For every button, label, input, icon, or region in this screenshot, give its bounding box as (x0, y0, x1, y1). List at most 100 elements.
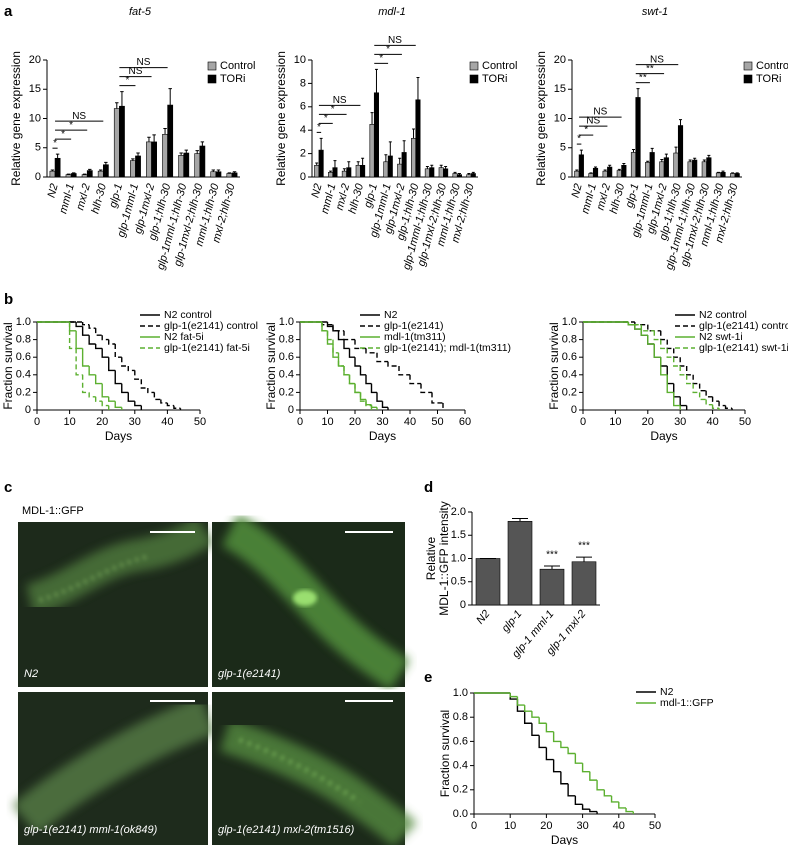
error-bar (104, 161, 108, 165)
survival-step (88, 392, 96, 398)
survival-step (673, 348, 681, 358)
error-bar (471, 171, 475, 174)
bar (592, 167, 599, 178)
y-axis-label: Fraction survival (547, 322, 561, 409)
bar (341, 170, 347, 178)
x-tick-label: 40 (613, 820, 625, 832)
bar (81, 174, 88, 178)
bar (630, 152, 637, 178)
y-tick-label: 0.4 (453, 760, 468, 772)
y-tick-label: 10 (29, 112, 41, 124)
error-bar (66, 173, 71, 175)
y-tick-label: 15 (554, 83, 566, 95)
survival-step (647, 335, 655, 345)
bar (443, 168, 449, 178)
survival-step (343, 339, 350, 350)
survival-step (531, 711, 540, 718)
y-tick-label: 0 (288, 404, 294, 416)
survival-step (660, 330, 668, 341)
bar (539, 568, 565, 606)
survival-step (538, 735, 547, 749)
micrograph: N2 (18, 516, 214, 687)
bar (602, 170, 608, 178)
error-bar (329, 170, 333, 173)
bar (507, 520, 533, 606)
survival-step (337, 330, 344, 341)
x-tick-label: N2 (474, 608, 492, 626)
bar (86, 170, 93, 178)
error-bar (147, 136, 151, 142)
bar (701, 161, 707, 178)
error-bar (82, 173, 87, 175)
error-bar (88, 168, 92, 171)
survival-step (603, 789, 612, 797)
y-axis-label: Fraction survival (438, 710, 452, 797)
y-axis-label: MDL-1::GFP intensity (437, 501, 451, 615)
x-tick-label: 30 (674, 416, 686, 428)
legend-label: N2 control (699, 309, 747, 321)
error-bar (716, 171, 720, 173)
bar (65, 174, 72, 178)
error-bar (575, 169, 579, 172)
survival-step (381, 401, 388, 409)
survival-step (523, 705, 532, 712)
error-bar (195, 150, 199, 154)
y-tick-label: 20 (554, 54, 566, 66)
bar (574, 170, 580, 178)
bar (54, 157, 61, 178)
bar (475, 558, 501, 606)
error-bar (50, 169, 55, 172)
y-axis-label: Relative gene expression (274, 51, 288, 186)
survival-step (75, 348, 83, 376)
x-tick-label: 10 (609, 416, 621, 428)
survival-step (365, 401, 372, 407)
survival-step (337, 352, 344, 367)
survival-step (560, 771, 569, 785)
survival-step (574, 795, 583, 806)
survival-step (359, 392, 366, 402)
y-axis-label: Relative gene expression (9, 51, 23, 186)
error-bar (467, 172, 471, 175)
survival-step (627, 322, 642, 326)
error-bar (721, 170, 725, 173)
bar (720, 172, 726, 178)
x-tick-label: 40 (404, 416, 416, 428)
survival-step (88, 335, 96, 345)
micrograph-label: glp-1(e2141) mxl-2(tm1516) (218, 824, 355, 836)
x-tick-label: 40 (706, 416, 718, 428)
survival-step (365, 374, 372, 385)
legend-label: N2 control (164, 309, 212, 321)
significance-label: ** (639, 72, 647, 83)
error-bar (356, 161, 360, 166)
survival-step (560, 741, 569, 749)
significance-label: * (61, 129, 65, 140)
x-tick-label: 0 (471, 820, 477, 832)
legend-label: glp-1(e2141) (384, 320, 444, 332)
bar (663, 157, 669, 178)
legend-label: glp-1(e2141); mdl-1(tm311) (384, 342, 511, 354)
y-tick-label: 4 (300, 124, 306, 136)
error-bar (388, 141, 392, 156)
survival-step (673, 383, 681, 398)
y-tick-label: 1.0 (453, 687, 468, 699)
survival-step (370, 404, 377, 409)
significance-label: NS (129, 66, 143, 77)
survival-step (140, 379, 148, 389)
survival-step (365, 348, 377, 354)
error-bar (731, 172, 735, 174)
bar (360, 165, 366, 178)
survival-step (647, 324, 661, 332)
y-tick-label: 1.0 (279, 316, 294, 328)
legend-label: glp-1(e2141) fat-5i (164, 342, 250, 354)
y-tick-label: 0 (25, 404, 31, 416)
survival-step (647, 335, 655, 345)
survival-step (545, 723, 554, 733)
error-bar (646, 160, 650, 163)
survival-step (376, 352, 388, 363)
survival-step (94, 344, 103, 350)
error-bar (216, 169, 221, 172)
bar (424, 168, 430, 178)
x-tick-label: 10 (504, 820, 516, 832)
error-bar (674, 146, 678, 154)
survival-step (398, 366, 410, 376)
